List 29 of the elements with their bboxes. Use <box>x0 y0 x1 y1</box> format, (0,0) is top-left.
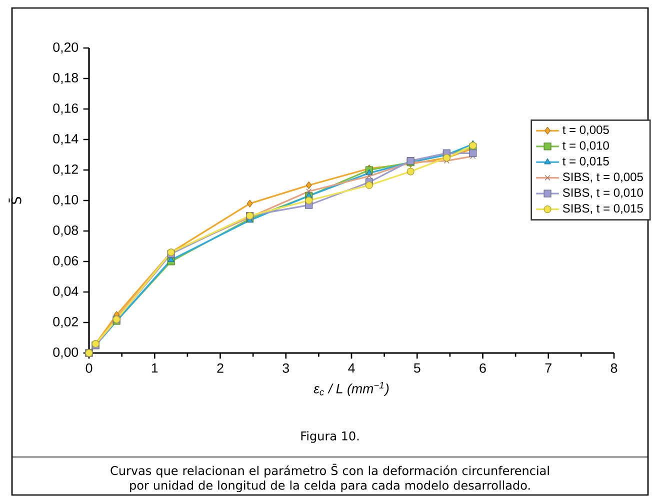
x-tick-label: 6 <box>480 363 486 373</box>
x-axis-title: ε$_{c}$ / L (mm$^{−1}$) <box>314 382 389 396</box>
legend-label: t = 0,010 <box>562 141 609 152</box>
x-tick-label: 7 <box>545 363 552 373</box>
x-tick-label: 4 <box>348 363 355 373</box>
y-tick-label: 0,02 <box>53 316 78 328</box>
legend-label: SIBS, t = 0,010 <box>562 188 643 198</box>
y-tick-label: 0,04 <box>53 286 78 298</box>
y-tick-label: 0,18 <box>53 72 78 84</box>
x-tick-label: 2 <box>217 363 224 373</box>
y-tick-label: 0,14 <box>53 134 78 146</box>
x-tick-label: 3 <box>282 363 290 373</box>
legend-label: SIBS, t = 0,005 <box>562 172 643 183</box>
y-tick-label: 0,16 <box>53 103 78 115</box>
x-tick-label: 8 <box>610 363 618 373</box>
text: Figura 10. <box>301 431 359 443</box>
text: Curvas que relacionan el parámetro S̄ con la deformación circunferencial por unidad de longitud de la celda para cada modelo desarrollado. <box>110 464 549 492</box>
legend-label: SIBS, t = 0,015 <box>562 204 643 214</box>
x-tick-label: 1 <box>152 363 158 373</box>
y-tick-label: 0,20 <box>53 42 78 54</box>
y-tick-label: 0,12 <box>53 164 78 176</box>
y-tick-label: 0,00 <box>53 347 78 359</box>
legend-label: t = 0,005 <box>562 126 609 136</box>
y-tick-label: 0,06 <box>53 256 78 268</box>
x-tick-label: 5 <box>414 363 420 373</box>
y-tick-label: 0,08 <box>53 225 78 237</box>
x-tick-label: 0 <box>86 363 92 373</box>
legend-label: t = 0,015 <box>562 156 609 167</box>
y-tick-label: 0,10 <box>53 194 78 206</box>
